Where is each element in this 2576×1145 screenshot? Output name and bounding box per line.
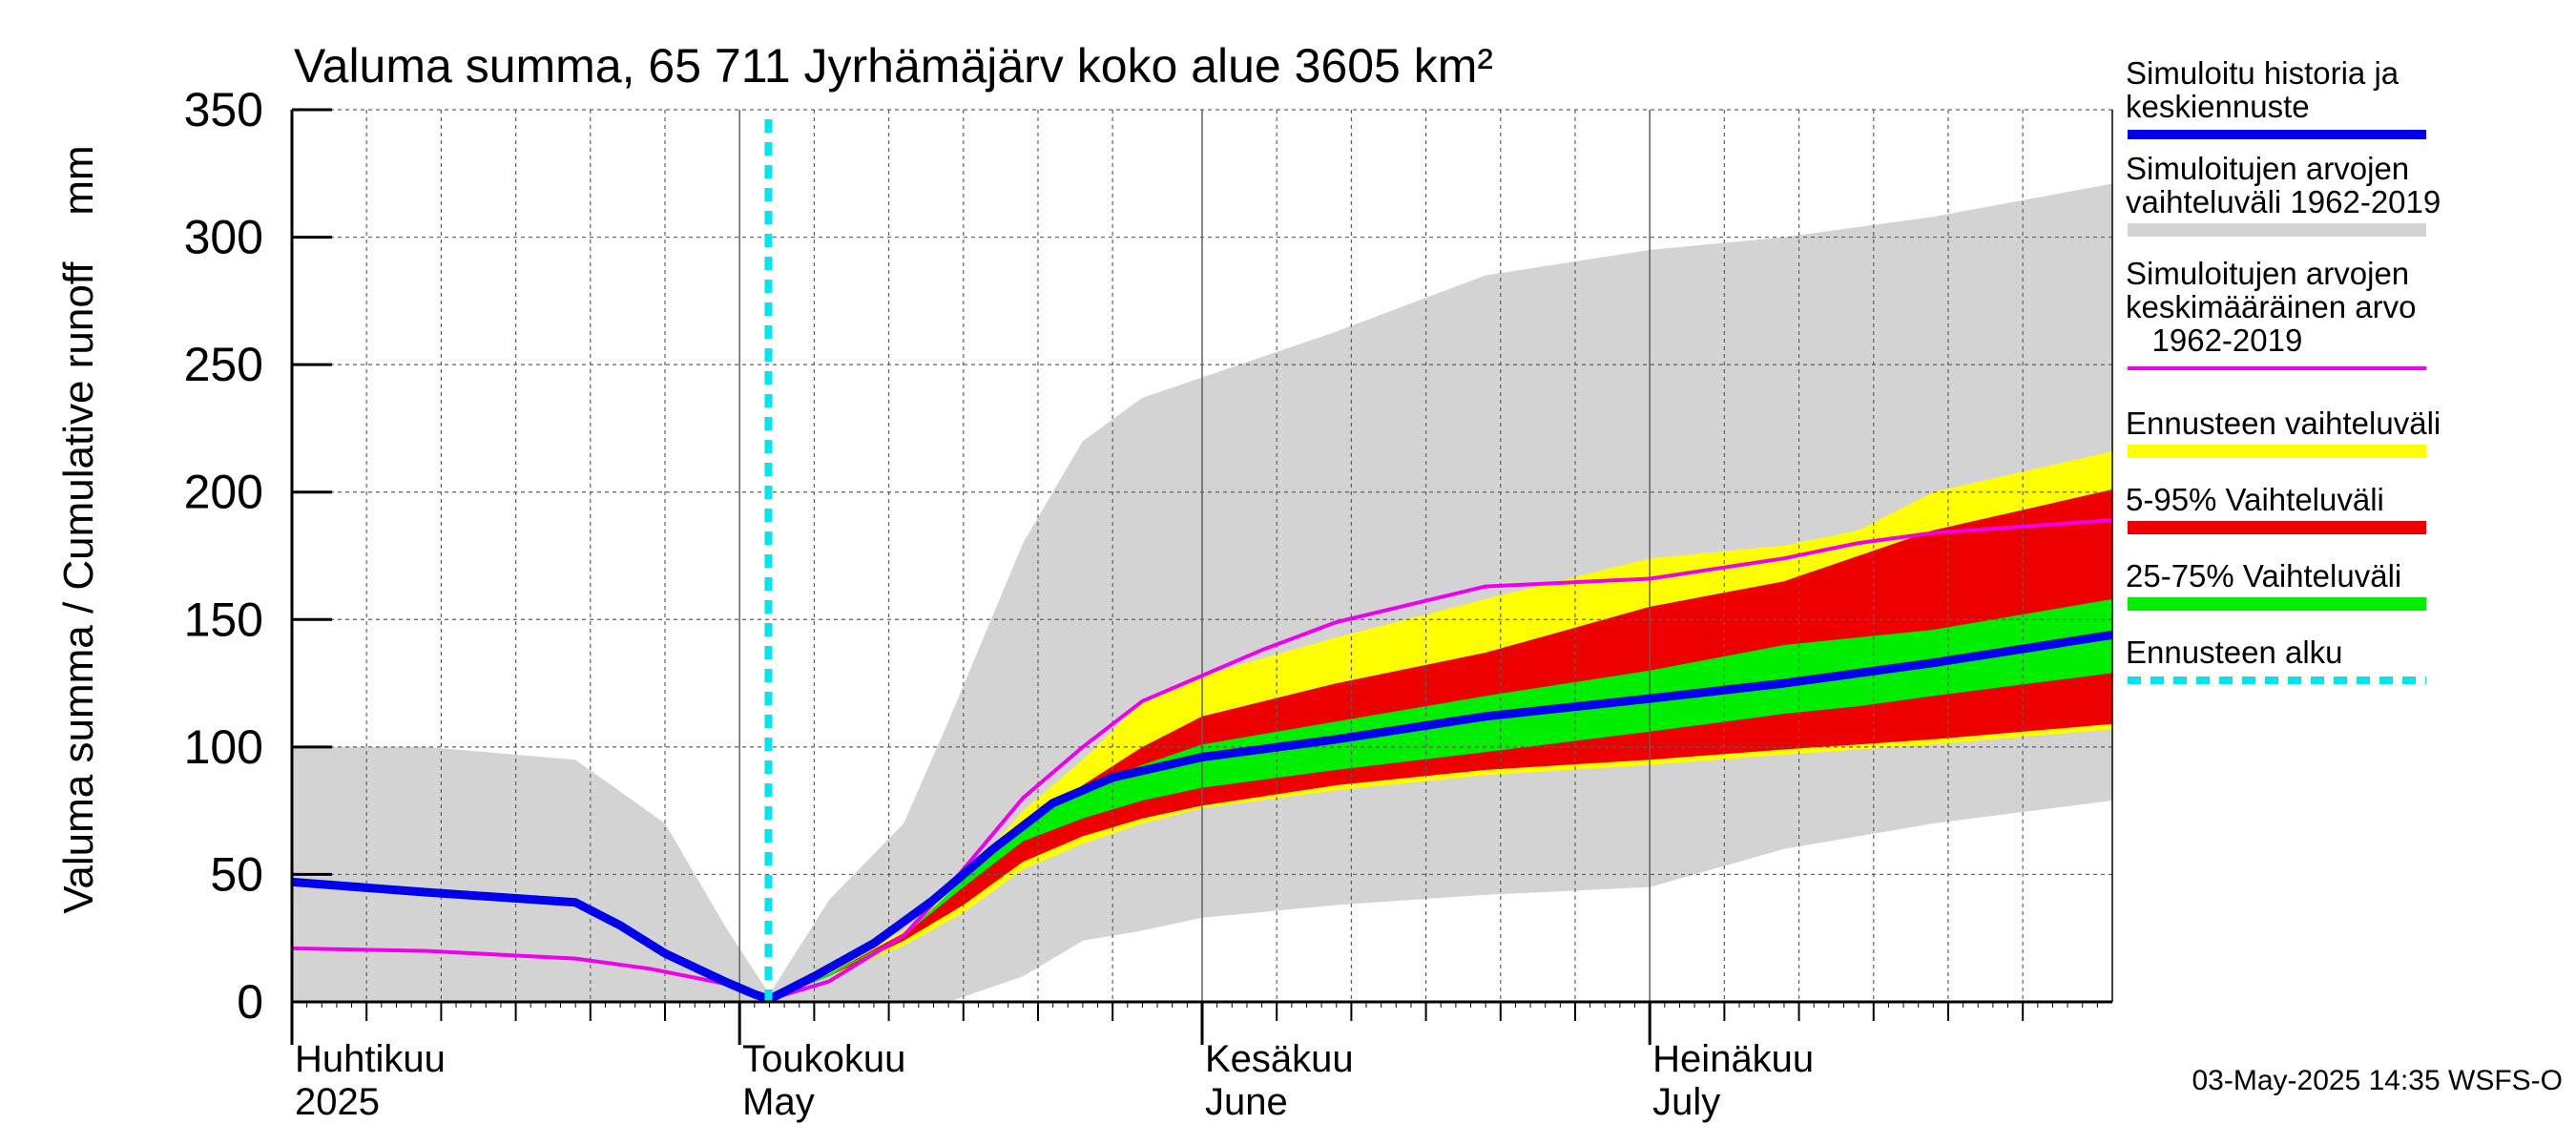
month-label-fi: Heinäkuu bbox=[1652, 1038, 1814, 1080]
month-label-fi: Kesäkuu bbox=[1205, 1038, 1354, 1080]
legend-label: Simuloitu historia ja bbox=[2126, 55, 2399, 91]
y-tick-label: 50 bbox=[210, 847, 263, 901]
legend-label: keskimääräinen arvo bbox=[2126, 289, 2416, 324]
legend-label: Ennusteen vaihteluväli bbox=[2126, 406, 2441, 441]
series-history-forecast-line bbox=[292, 630, 2112, 1002]
legend-label: 1962-2019 bbox=[2126, 323, 2302, 358]
legend-label: vaihteluväli 1962-2019 bbox=[2126, 184, 2441, 219]
legend-label: Simuloitujen arvojen bbox=[2126, 256, 2409, 291]
legend-label: 25-75% Vaihteluväli bbox=[2126, 558, 2401, 593]
legend-label: Simuloitujen arvojen bbox=[2126, 151, 2409, 186]
footer-timestamp: 03-May-2025 14:35 WSFS-O bbox=[2192, 1065, 2564, 1096]
grid bbox=[292, 109, 2112, 1002]
chart-title: Valuma summa, 65 711 Jyrhämäjärv koko al… bbox=[294, 39, 1493, 93]
month-label-fi: Toukokuu bbox=[742, 1038, 905, 1080]
y-tick-label: 300 bbox=[184, 211, 263, 264]
y-tick-label: 200 bbox=[184, 466, 263, 519]
series-mean-line bbox=[292, 518, 2112, 1002]
month-label-en: July bbox=[1652, 1081, 1720, 1123]
y-tick-label: 150 bbox=[184, 593, 263, 646]
band-25-75 bbox=[769, 598, 2112, 1000]
y-tick-labels: 0 50 100 150 200 250 300 350 bbox=[184, 83, 263, 1029]
y-tick-label: 250 bbox=[184, 338, 263, 391]
month-label-en: 2025 bbox=[295, 1081, 380, 1123]
data-lines bbox=[292, 119, 2112, 1002]
legend-label: 5-95% Vaihteluväli bbox=[2126, 482, 2384, 517]
month-label-en: May bbox=[742, 1081, 815, 1123]
y-axis-label: Valuma summa / Cumulative runoff mm bbox=[55, 145, 102, 913]
y-tick-label: 0 bbox=[237, 975, 263, 1029]
legend-label: keskiennuste bbox=[2126, 89, 2310, 124]
legend-label: Ennusteen alku bbox=[2126, 635, 2343, 670]
axes bbox=[290, 108, 2113, 1045]
y-tick-label: 100 bbox=[184, 720, 263, 774]
month-label-en: June bbox=[1205, 1081, 1288, 1123]
month-label-fi: Huhtikuu bbox=[295, 1038, 446, 1080]
y-tick-label: 350 bbox=[184, 83, 263, 136]
